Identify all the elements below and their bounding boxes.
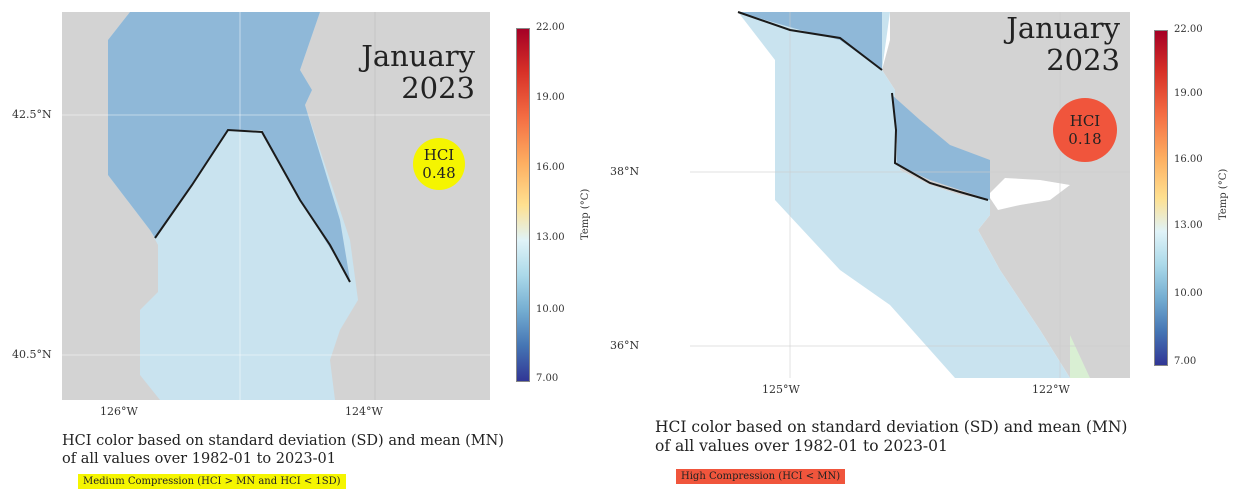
- right-lat-tick-2: 36°N: [610, 339, 640, 352]
- left-lat-tick-2: 40.5°N: [12, 348, 52, 361]
- left-cb-tick-7: 7.00: [536, 373, 559, 384]
- right-month-label: January 2023: [990, 12, 1120, 76]
- right-front-line-north: [737, 11, 883, 71]
- right-compression-region-north: [738, 12, 882, 70]
- right-cb-tick-16: 16.00: [1174, 154, 1203, 165]
- left-caption: HCI color based on standard deviation (S…: [62, 432, 504, 468]
- right-map-panel: January 2023 HCI 0.18 38°N 36°N 125°W 12…: [600, 0, 1240, 495]
- left-cb-tick-22: 22.00: [536, 22, 565, 33]
- left-map: [62, 12, 490, 400]
- right-cb-tick-22: 22.00: [1174, 24, 1203, 35]
- right-caption-line2: of all values over 1982-01 to 2023-01: [655, 437, 948, 455]
- right-caption: HCI color based on standard deviation (S…: [655, 418, 1127, 456]
- right-lat-tick-1: 38°N: [610, 165, 640, 178]
- right-category-label: High Compression (HCI < MN): [676, 469, 846, 484]
- left-month: January: [361, 39, 475, 73]
- right-cb-tick-7: 7.00: [1174, 356, 1197, 367]
- right-month: January: [1006, 11, 1120, 45]
- right-colorbar: [1154, 30, 1168, 366]
- right-lon-tick-2: 122°W: [1032, 383, 1070, 396]
- left-colorbar: [516, 28, 530, 382]
- right-map: [690, 11, 1130, 378]
- right-cb-tick-10: 10.00: [1174, 288, 1203, 299]
- left-lon-tick-1: 126°W: [100, 405, 138, 418]
- right-hci-value: 0.18: [1068, 130, 1102, 148]
- left-year: 2023: [401, 71, 475, 105]
- left-compression-region: [108, 12, 350, 280]
- right-compression-region-bay: [892, 95, 990, 200]
- left-lon-tick-2: 124°W: [345, 405, 383, 418]
- left-cb-tick-10: 10.00: [536, 304, 565, 315]
- right-ocean-region: [738, 12, 1070, 378]
- left-front-line: [154, 128, 351, 283]
- left-lat-tick-1: 42.5°N: [12, 108, 52, 121]
- left-cb-tick-19: 19.00: [536, 92, 565, 103]
- left-month-label: January 2023: [350, 40, 475, 104]
- right-caption-line1: HCI color based on standard deviation (S…: [655, 418, 1128, 436]
- left-hci-label: HCI: [423, 146, 455, 164]
- right-hci-badge: HCI 0.18: [1053, 98, 1117, 162]
- right-cb-tick-19: 19.00: [1174, 88, 1203, 99]
- right-cb-title: Temp (°C): [1218, 168, 1229, 220]
- left-hci-value: 0.48: [422, 164, 456, 182]
- left-hci-badge: HCI 0.48: [413, 138, 465, 190]
- right-cb-tick-13: 13.00: [1174, 220, 1203, 231]
- right-year: 2023: [1046, 43, 1120, 77]
- right-bay: [988, 178, 1070, 210]
- right-lon-tick-1: 125°W: [762, 383, 800, 396]
- right-hci-label: HCI: [1069, 112, 1101, 130]
- left-map-panel: January 2023 HCI 0.48 42.5°N 40.5°N 126°…: [0, 0, 600, 495]
- left-cb-title: Temp (°C): [580, 188, 591, 240]
- left-cb-tick-13: 13.00: [536, 232, 565, 243]
- left-cb-tick-16: 16.00: [536, 162, 565, 173]
- left-category-label: Medium Compression (HCI > MN and HCI < 1…: [78, 474, 346, 489]
- right-front-line-bay: [891, 92, 989, 201]
- left-caption-line1: HCI color based on standard deviation (S…: [62, 433, 504, 449]
- left-caption-line2: of all values over 1982-01 to 2023-01: [62, 451, 336, 467]
